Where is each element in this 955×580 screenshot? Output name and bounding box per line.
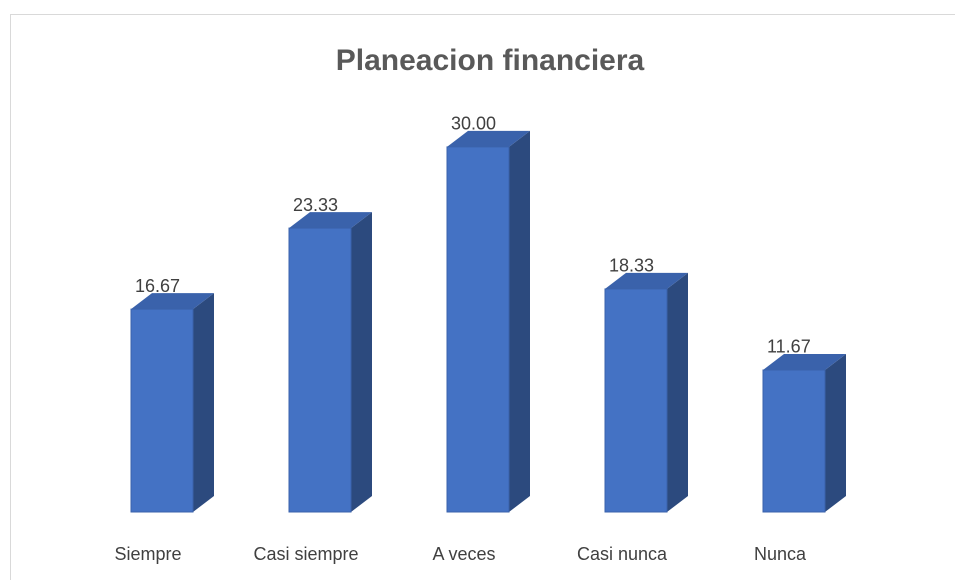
bar-top [763, 353, 846, 370]
x-tick-label: A veces [432, 544, 495, 564]
bar-side [351, 212, 372, 512]
data-label: 30.00 [451, 114, 496, 134]
bar [130, 308, 194, 513]
bar [762, 369, 826, 513]
bar-top [605, 272, 688, 289]
data-label: 23.33 [293, 195, 338, 215]
data-label: 18.33 [609, 256, 654, 276]
x-tick-label: Casi nunca [577, 544, 668, 564]
data-label: 16.67 [135, 276, 180, 296]
bar [604, 288, 668, 513]
bar-side [509, 130, 530, 512]
bar [446, 146, 510, 513]
chart-title: Planeacion financiera [336, 44, 645, 77]
bar-top [447, 130, 530, 147]
x-tick-label: Siempre [114, 544, 181, 564]
bar-side [825, 353, 846, 512]
bar [288, 227, 352, 513]
x-tick-label: Nunca [754, 544, 807, 564]
bar-top [131, 293, 214, 310]
bar-side [667, 272, 688, 512]
bar-side [193, 293, 214, 512]
data-label: 11.67 [767, 337, 811, 357]
x-tick-label: Casi siempre [253, 544, 358, 564]
bar-top [289, 212, 372, 229]
